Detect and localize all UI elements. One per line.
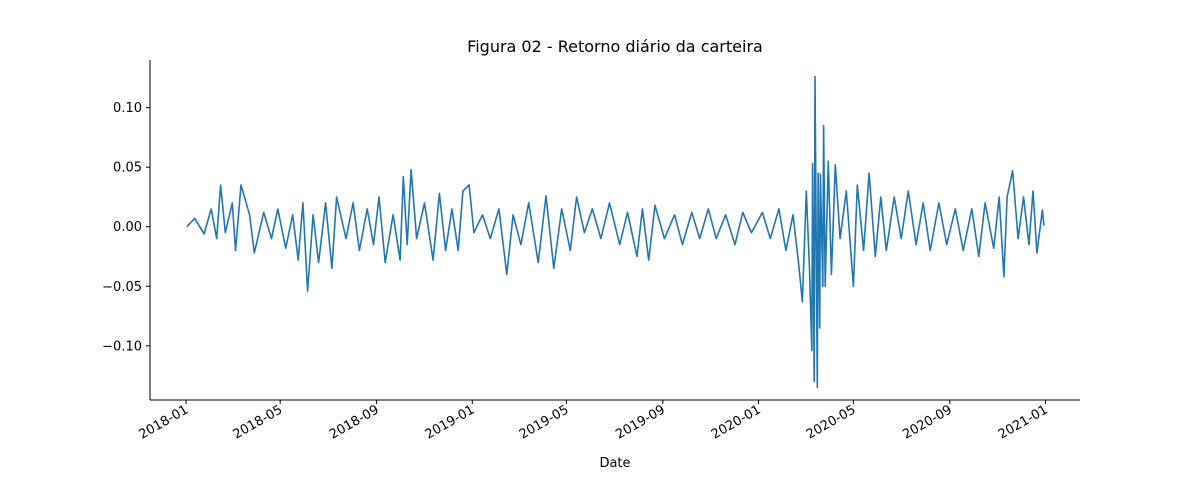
x-tick-label: 2019-01: [423, 402, 478, 442]
y-tick-label: 0.00: [113, 220, 142, 235]
y-tick-label: −0.10: [102, 339, 142, 354]
x-tick-label: 2019-05: [517, 402, 572, 442]
x-tick-label: 2020-05: [804, 402, 859, 442]
x-tick-label: 2019-09: [613, 402, 668, 442]
y-tick-group: −0.10 −0.05 0.00 0.05 0.10: [102, 101, 150, 354]
x-tick-label: 2021-01: [996, 402, 1051, 442]
x-tick-label: 2018-01: [137, 402, 192, 442]
x-tick-group: 2018-01 2018-05 2018-09 2019-01 2019-05 2019-…: [137, 400, 1051, 443]
y-tick-label: −0.05: [102, 280, 142, 295]
x-tick-label: 2020-09: [900, 402, 955, 442]
x-tick-label: 2020-01: [709, 402, 764, 442]
chart-title: Figura 02 - Retorno diário da carteira: [467, 37, 763, 56]
y-tick-label: 0.10: [113, 101, 142, 116]
x-axis-label: Date: [599, 456, 630, 471]
x-tick-label: 2018-09: [327, 402, 382, 442]
daily-return-line: [186, 75, 1045, 389]
x-tick-label: 2018-05: [231, 402, 286, 442]
y-tick-label: 0.05: [113, 161, 142, 176]
